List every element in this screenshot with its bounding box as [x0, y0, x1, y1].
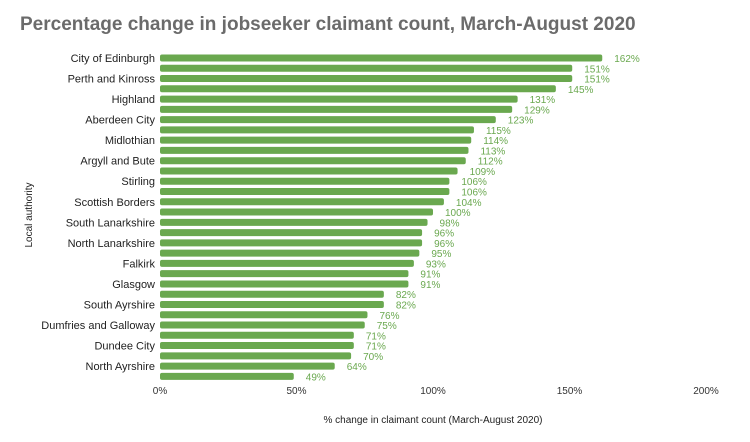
- data-label: 96%: [434, 229, 454, 240]
- bar: [160, 95, 518, 103]
- bar: [160, 259, 414, 267]
- bar: [160, 239, 423, 247]
- data-label: 98%: [440, 218, 460, 229]
- data-label: 49%: [306, 372, 326, 383]
- data-label: 112%: [478, 157, 503, 168]
- y-axis-title: Local authority: [24, 182, 35, 247]
- x-tick-label: 50%: [286, 386, 306, 397]
- bar: [160, 105, 513, 113]
- bar: [160, 280, 409, 288]
- data-label: 151%: [584, 75, 610, 86]
- data-label: 145%: [568, 85, 594, 96]
- x-axis-title: % change in claimant count (March-August…: [323, 415, 542, 426]
- bar: [160, 300, 384, 308]
- bar: [160, 372, 294, 380]
- chart-title: Percentage change in jobseeker claimant …: [20, 14, 636, 35]
- category-label: Scottish Borders: [74, 197, 155, 209]
- x-tick-label: 100%: [420, 386, 446, 397]
- data-label: 64%: [347, 362, 367, 373]
- data-label: 162%: [614, 54, 640, 65]
- category-label: Stirling: [121, 176, 155, 188]
- category-label: Glasgow: [112, 279, 155, 291]
- bar: [160, 54, 603, 62]
- bar: [160, 126, 474, 134]
- data-label: 70%: [363, 352, 383, 363]
- bar: [160, 116, 496, 124]
- category-label: North Lanarkshire: [68, 238, 155, 250]
- bar: [160, 146, 469, 154]
- data-label: 100%: [445, 208, 471, 219]
- category-label: Aberdeen City: [85, 115, 155, 127]
- bar: [160, 167, 458, 175]
- bar: [160, 157, 466, 165]
- bar: [160, 208, 433, 216]
- data-label: 106%: [461, 177, 487, 188]
- category-label: South Ayrshire: [84, 299, 155, 311]
- bar: [160, 342, 354, 350]
- data-label: 91%: [420, 280, 440, 291]
- bar: [160, 352, 352, 360]
- data-label: 82%: [396, 290, 416, 301]
- bar: [160, 229, 423, 237]
- x-tick-label: 200%: [693, 386, 719, 397]
- bar: [160, 311, 368, 319]
- bar: [160, 321, 365, 329]
- category-label: Dumfries and Galloway: [41, 320, 155, 332]
- bar: [160, 198, 444, 206]
- data-label: 91%: [420, 270, 440, 281]
- x-tick-label: 0%: [153, 386, 168, 397]
- bar: [160, 270, 409, 278]
- data-label: 123%: [508, 116, 534, 127]
- category-label: Argyll and Bute: [80, 156, 155, 168]
- category-label: Dundee City: [94, 341, 155, 353]
- data-label: 71%: [366, 331, 386, 342]
- labels-layer: 162% City of Edinburgh 151%151% Perth and K…: [41, 53, 719, 397]
- bar: [160, 249, 420, 257]
- category-label: South Lanarkshire: [66, 217, 155, 229]
- bar: [160, 331, 354, 339]
- data-label: 109%: [470, 167, 496, 178]
- data-label: 113%: [480, 146, 505, 157]
- category-label: Midlothian: [105, 135, 155, 147]
- bar: [160, 188, 450, 196]
- bars-layer: [160, 54, 603, 380]
- category-label: Perth and Kinross: [68, 74, 156, 86]
- data-label: 93%: [426, 259, 446, 270]
- bar: [160, 136, 472, 144]
- data-label: 104%: [456, 198, 482, 209]
- x-tick-label: 150%: [557, 386, 583, 397]
- data-label: 95%: [431, 249, 451, 260]
- bar: [160, 218, 428, 226]
- category-label: North Ayrshire: [86, 361, 156, 373]
- data-label: 71%: [366, 342, 386, 353]
- category-label: Highland: [112, 94, 155, 106]
- category-label: Falkirk: [123, 258, 156, 270]
- bar: [160, 290, 384, 298]
- category-label: City of Edinburgh: [71, 53, 155, 65]
- bar: [160, 85, 556, 93]
- data-label: 131%: [530, 95, 556, 106]
- bar: [160, 64, 573, 72]
- data-label: 96%: [434, 239, 454, 250]
- data-label: 106%: [461, 188, 487, 199]
- data-label: 151%: [584, 64, 610, 75]
- data-label: 115%: [486, 126, 511, 137]
- data-label: 76%: [379, 311, 399, 322]
- data-label: 82%: [396, 300, 416, 311]
- data-label: 75%: [377, 321, 397, 332]
- bar: [160, 75, 573, 83]
- bar: [160, 362, 335, 370]
- data-label: 114%: [483, 136, 508, 147]
- bar: [160, 177, 450, 185]
- data-label: 129%: [524, 105, 550, 116]
